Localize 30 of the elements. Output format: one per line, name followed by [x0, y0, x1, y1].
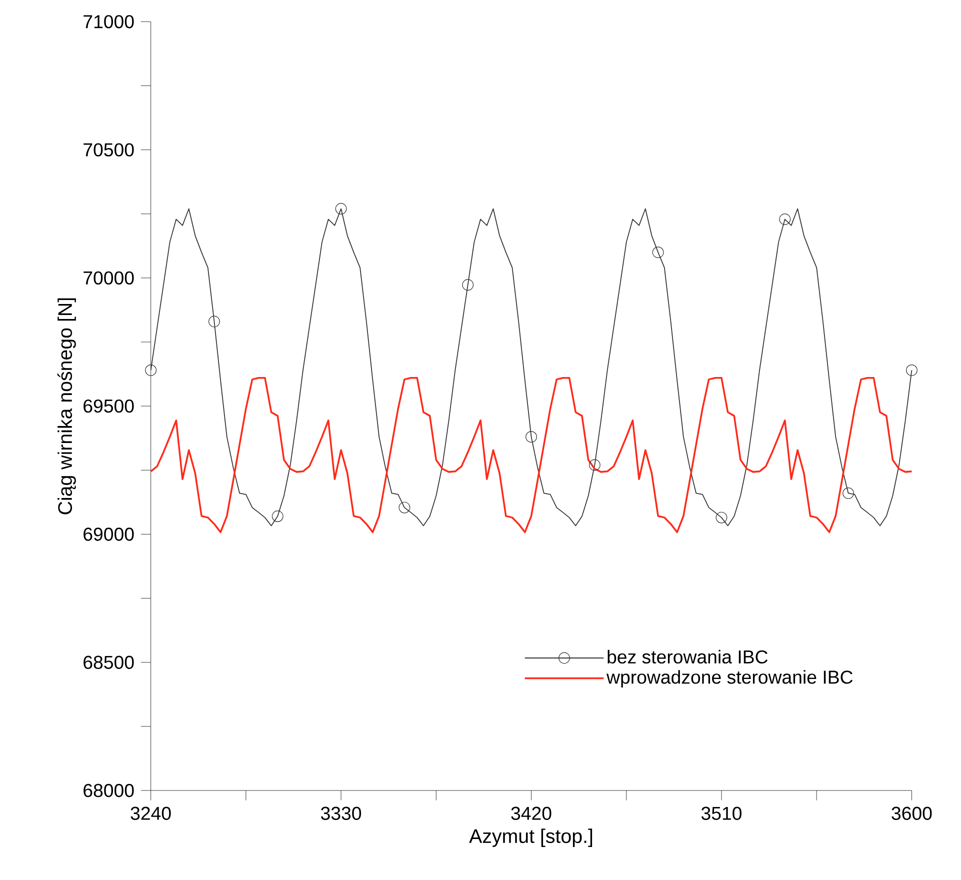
point — [145, 364, 157, 376]
point — [208, 316, 220, 328]
line-series — [150, 376, 913, 533]
y-tick-label: 71000 — [84, 14, 134, 28]
y-tick-label: 70500 — [84, 143, 134, 156]
point — [779, 213, 791, 225]
point — [335, 202, 347, 214]
point — [526, 431, 537, 442]
y-tick-label: 69500 — [84, 399, 134, 413]
y-axis-title: Ciąg wirnika nośnego [N] — [57, 298, 76, 514]
x-tick-label: 3420 — [511, 806, 552, 820]
x-tick-label: 3510 — [701, 806, 742, 820]
x-tick-label: 3330 — [320, 806, 362, 820]
point — [398, 502, 410, 514]
y-tick-label: 68500 — [84, 656, 134, 669]
point — [842, 487, 854, 499]
legend-label: wprowadzone sterowanie IBC — [606, 670, 853, 688]
point — [272, 510, 284, 522]
legend-label: bez sterowania IBC — [608, 650, 768, 664]
point — [588, 459, 600, 471]
x-tick-label: 3240 — [130, 806, 171, 820]
point — [716, 512, 728, 524]
y-tick-label: 70000 — [84, 271, 134, 284]
y-tick-label: 68000 — [84, 784, 134, 798]
y-tick-label: 69000 — [84, 528, 134, 541]
point — [462, 279, 474, 290]
point — [652, 246, 664, 258]
x-tick-label: 3600 — [892, 806, 932, 820]
x-axis-title: Azymut [stop.] — [469, 828, 592, 847]
point — [906, 364, 918, 376]
